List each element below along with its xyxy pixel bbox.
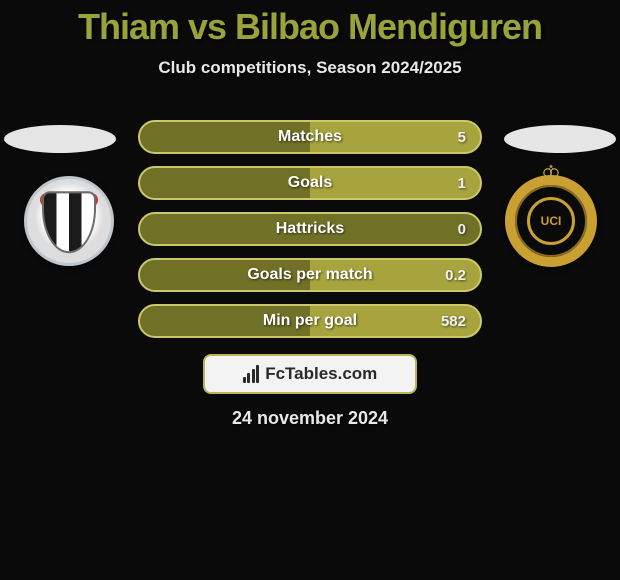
irun-inner-label: UCI (527, 197, 575, 245)
stat-row-hattricks: Hattricks 0 (138, 212, 482, 246)
player-left-photo-placeholder (4, 125, 116, 153)
stat-row-matches: Matches 5 (138, 120, 482, 154)
stat-label: Goals per match (140, 260, 480, 290)
stat-label: Goals (140, 168, 480, 198)
stat-right-value: 1 (458, 168, 466, 198)
irun-badge-icon: ♔ UCI (505, 175, 597, 267)
bar-chart-icon (243, 365, 260, 383)
subtitle: Club competitions, Season 2024/2025 (0, 58, 620, 78)
player-right-photo-placeholder (504, 125, 616, 153)
page-title: Thiam vs Bilbao Mendiguren (0, 0, 620, 48)
stats-container: Matches 5 Goals 1 Hattricks 0 Goals per … (138, 120, 482, 338)
stat-row-goals-per-match: Goals per match 0.2 (138, 258, 482, 292)
brand-text: FcTables.com (265, 364, 377, 384)
lugo-badge-icon: LUGO (24, 176, 114, 266)
stat-right-value: 582 (441, 306, 466, 336)
stat-label: Hattricks (140, 214, 480, 244)
stat-right-value: 0.2 (445, 260, 466, 290)
brand-badge: FcTables.com (203, 354, 417, 394)
stat-label: Matches (140, 122, 480, 152)
lugo-shield-icon (42, 191, 96, 253)
club-badge-right: ♔ UCI (500, 170, 602, 272)
stat-right-value: 5 (458, 122, 466, 152)
stat-row-min-per-goal: Min per goal 582 (138, 304, 482, 338)
date-text: 24 november 2024 (0, 408, 620, 429)
stat-label: Min per goal (140, 306, 480, 336)
stat-row-goals: Goals 1 (138, 166, 482, 200)
stat-right-value: 0 (458, 214, 466, 244)
club-badge-left: LUGO (18, 170, 120, 272)
